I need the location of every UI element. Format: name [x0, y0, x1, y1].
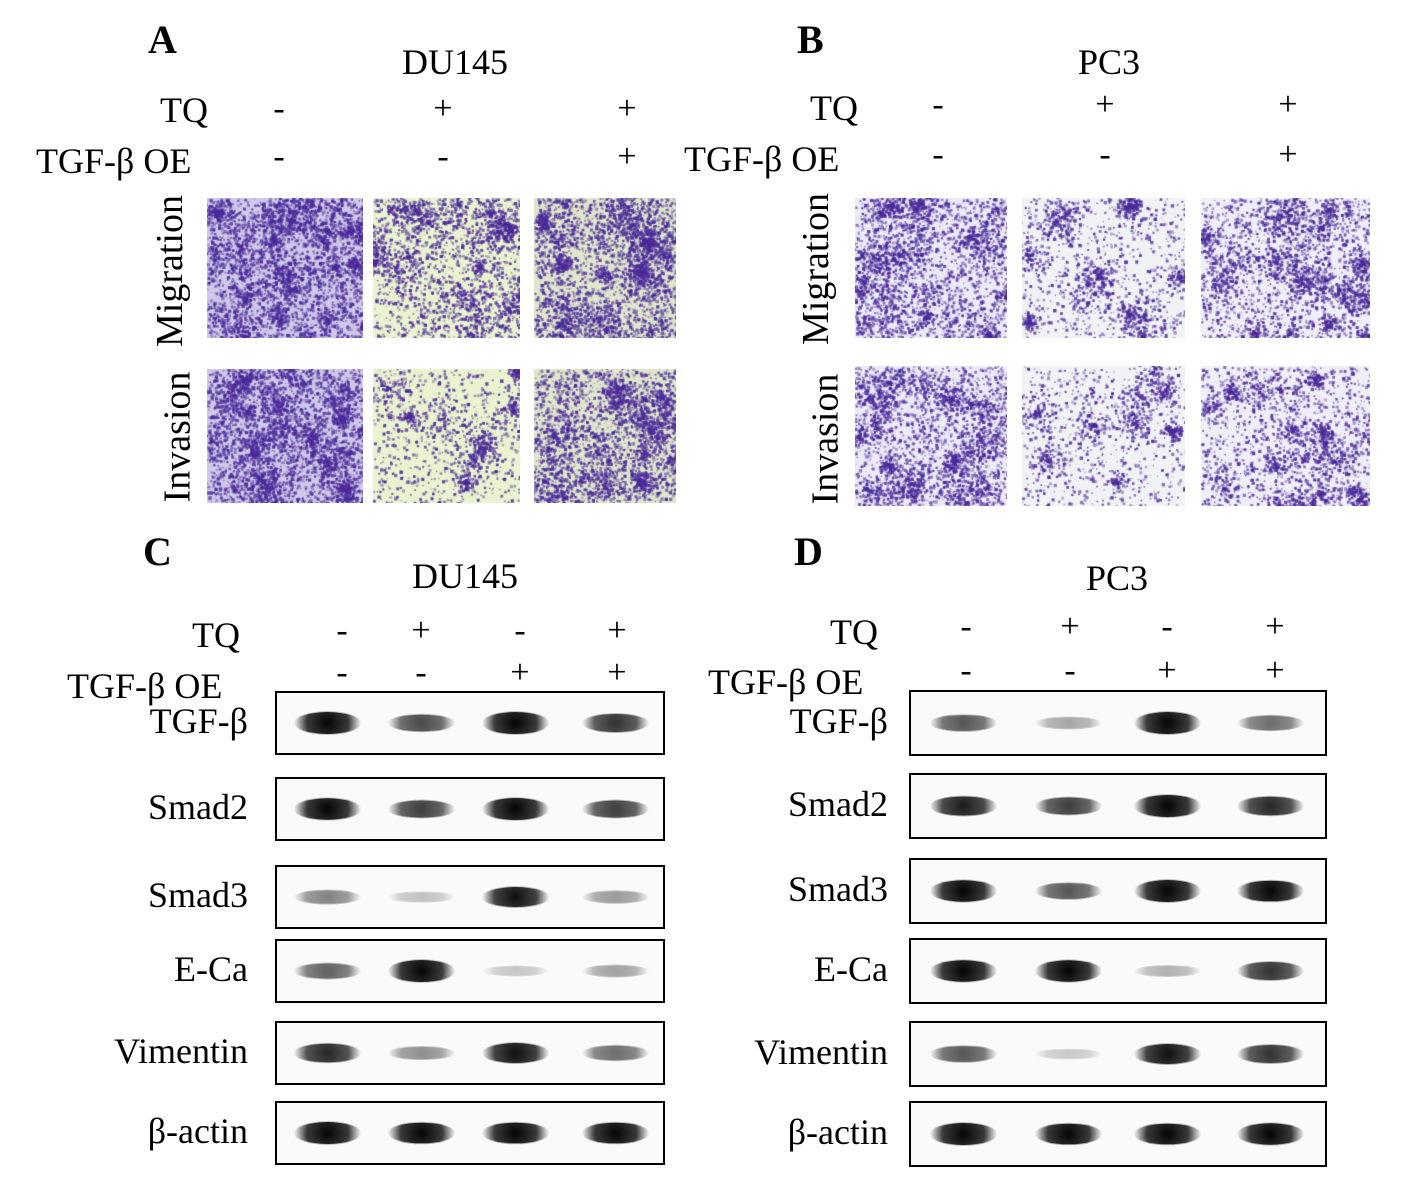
- panel-d-blot-2: [909, 773, 1327, 839]
- panel-c-protein-label-5: Vimentin: [114, 1031, 248, 1071]
- panel-c-tq-label: TQ: [192, 615, 240, 655]
- panel-a-tgf-sign-2: -: [437, 138, 449, 175]
- panel-d-protein-label-1: TGF-β: [789, 701, 888, 741]
- panel-b-title: PC3: [1078, 42, 1141, 82]
- panel-a-tq-sign-2: +: [433, 90, 453, 127]
- panel-c-tgf-sign-4: +: [607, 654, 627, 691]
- panel-d-blot-1: [909, 690, 1327, 756]
- panel-d-tgf-sign-4: +: [1265, 652, 1285, 689]
- panel-letter-b: B: [797, 17, 824, 62]
- panel-d-protein-label-2: Smad2: [787, 784, 888, 824]
- panel-c-protein-label-1: TGF-β: [149, 701, 248, 741]
- panel-letter-d: D: [794, 529, 823, 574]
- panel-a-migration-image-1: [207, 198, 363, 338]
- panel-c-tgf-sign-2: -: [415, 654, 427, 691]
- panel-c-tq-sign-1: -: [336, 612, 348, 649]
- panel-d-tq-sign-4: +: [1265, 608, 1285, 645]
- panel-d-tgf-sign-2: -: [1064, 652, 1076, 689]
- panel-c-tq-sign-3: -: [514, 612, 526, 649]
- panel-a-migration-label: Migration: [148, 195, 191, 347]
- panel-b-tgf-label: TGF-β OE: [684, 139, 840, 179]
- panel-c-tq-sign-4: +: [607, 612, 627, 649]
- panel-a-tq-sign-3: +: [617, 90, 637, 127]
- panel-d-blot-5: [909, 1021, 1327, 1087]
- panel-a-invasion-label: Invasion: [156, 371, 199, 503]
- panel-c-tq-sign-2: +: [411, 612, 431, 649]
- panel-d-tq-sign-2: +: [1060, 608, 1080, 645]
- panel-b-invasion-image-1: [855, 366, 1007, 506]
- panel-d-tgf-label: TGF-β OE: [708, 662, 864, 702]
- panel-c-blot-6: [275, 1101, 665, 1165]
- panel-d-tq-sign-1: -: [960, 608, 972, 645]
- panel-a-tgf-label: TGF-β OE: [36, 141, 192, 181]
- panel-b-migration-image-1: [855, 198, 1007, 338]
- panel-c-protein-label-2: Smad2: [147, 787, 248, 827]
- panel-d-tgf-sign-3: +: [1157, 652, 1177, 689]
- panel-c-protein-label-6: β-actin: [147, 1111, 248, 1151]
- panel-d-tgf-sign-1: -: [960, 652, 972, 689]
- panel-c-blot-4: [275, 939, 665, 1003]
- panel-d-protein-label-3: Smad3: [787, 869, 888, 909]
- panel-c-blot-2: [275, 777, 665, 841]
- panel-b-invasion-label: Invasion: [804, 373, 847, 505]
- panel-c-protein-label-4: E-Ca: [174, 949, 248, 989]
- panel-a-tgf-sign-1: -: [273, 138, 285, 175]
- panel-c-blot-3: [275, 865, 665, 929]
- panel-b-migration-image-3: [1201, 198, 1370, 338]
- panel-b-tq-sign-2: +: [1095, 86, 1115, 123]
- panel-a-tq-sign-1: -: [273, 90, 285, 127]
- panel-a-migration-image-3: [534, 198, 676, 338]
- panel-a-migration-image-2: [373, 198, 520, 338]
- panel-b-tgf-sign-1: -: [932, 136, 944, 173]
- panel-d-protein-label-4: E-Ca: [814, 949, 888, 989]
- panel-b-tgf-sign-3: +: [1278, 136, 1298, 173]
- panel-letter-a: A: [148, 17, 177, 62]
- panel-c-title: DU145: [412, 556, 518, 596]
- panel-b-tq-label: TQ: [810, 88, 858, 128]
- panel-a-tq-label: TQ: [160, 90, 208, 130]
- panel-b-invasion-image-2: [1022, 366, 1185, 506]
- panel-d-title: PC3: [1086, 558, 1149, 598]
- panel-d-blot-6: [909, 1101, 1327, 1167]
- panel-d-protein-label-5: Vimentin: [754, 1032, 888, 1072]
- panel-b-tq-sign-3: +: [1278, 86, 1298, 123]
- panel-d-blot-3: [909, 858, 1327, 924]
- panel-d-protein-label-6: β-actin: [787, 1112, 888, 1152]
- panel-c-blot-1: [275, 691, 665, 755]
- panel-a-tgf-sign-3: +: [617, 138, 637, 175]
- panel-c-tgf-sign-1: -: [336, 654, 348, 691]
- panel-b-migration-label: Migration: [794, 193, 837, 345]
- panel-b-invasion-image-3: [1201, 366, 1370, 506]
- panel-d-tq-sign-3: -: [1161, 608, 1173, 645]
- panel-c-blot-5: [275, 1021, 665, 1085]
- panel-c-tgf-label: TGF-β OE: [67, 666, 223, 706]
- panel-a-invasion-image-1: [207, 369, 363, 503]
- panel-c-tgf-sign-3: +: [510, 654, 530, 691]
- panel-b-tgf-sign-2: -: [1099, 136, 1111, 173]
- panel-a-title: DU145: [402, 42, 508, 82]
- panel-a-invasion-image-2: [373, 369, 520, 503]
- panel-a-invasion-image-3: [534, 369, 676, 503]
- panel-letter-c: C: [143, 529, 172, 574]
- panel-b-migration-image-2: [1022, 198, 1185, 338]
- panel-d-blot-4: [909, 938, 1327, 1004]
- panel-d-tq-label: TQ: [830, 612, 878, 652]
- panel-b-tq-sign-1: -: [932, 86, 944, 123]
- panel-c-protein-label-3: Smad3: [147, 875, 248, 915]
